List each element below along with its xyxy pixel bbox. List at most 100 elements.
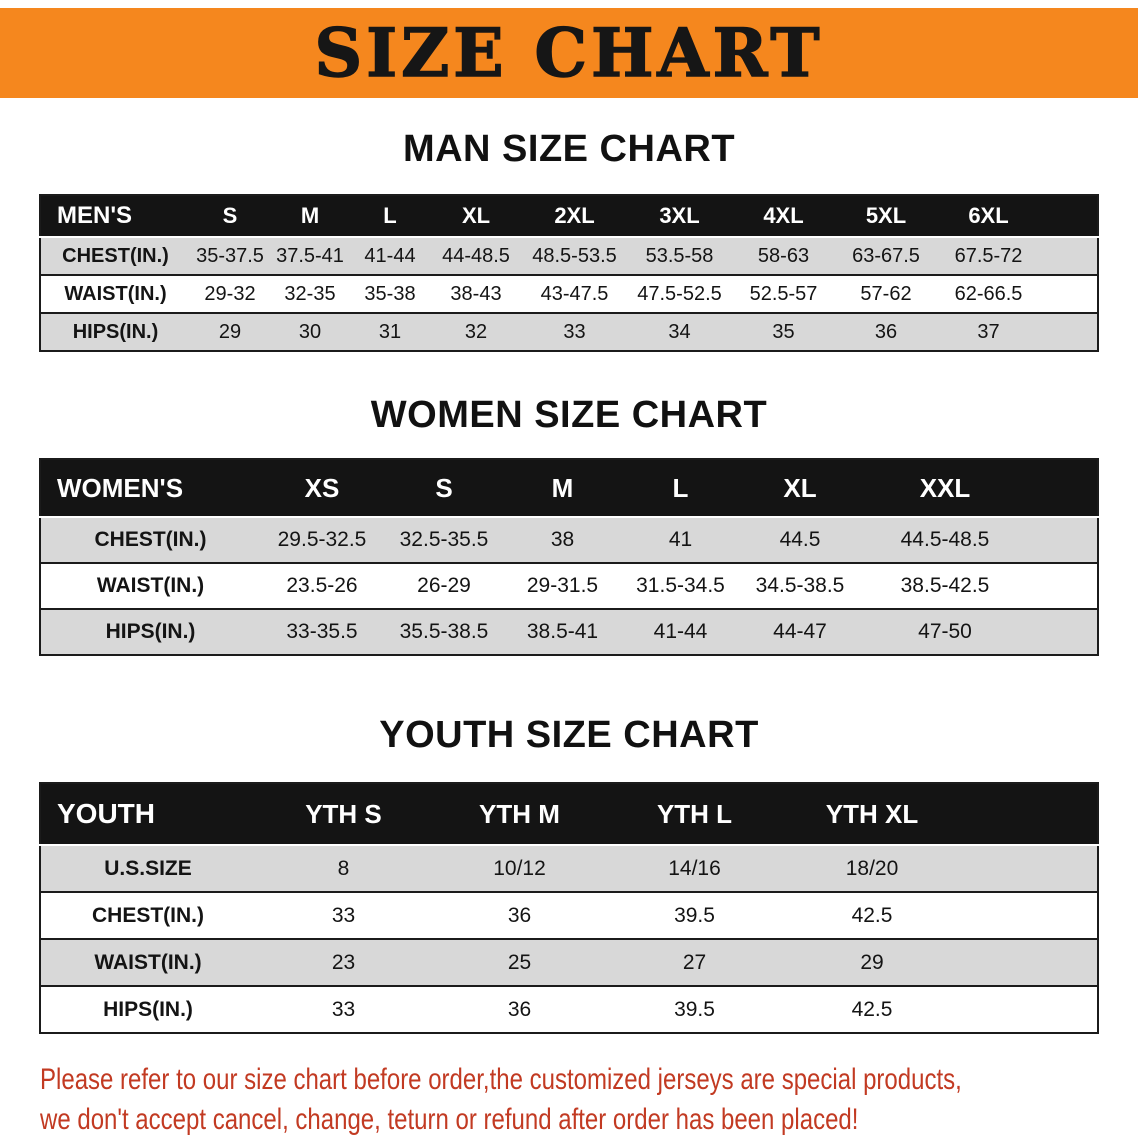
women-header-row: WOMEN'S XS S M L XL XXL	[40, 459, 1098, 518]
youth-size-col: YTH M	[432, 783, 607, 846]
men-cell: 52.5-57	[732, 274, 835, 313]
women-size-table: WOMEN'S XS S M L XL XXL CHEST(IN.) 29.5-…	[39, 458, 1099, 656]
row-label: WAIST(IN.)	[40, 938, 255, 986]
youth-size-col: YTH XL	[782, 783, 962, 846]
youth-cell: 23	[255, 938, 432, 986]
men-size-col: M	[270, 195, 350, 238]
youth-cell: 8	[255, 844, 432, 892]
spacer-cell	[1030, 608, 1098, 655]
women-cell: 47-50	[860, 608, 1030, 655]
spacer-cell	[962, 985, 1098, 1033]
row-label: HIPS(IN.)	[40, 985, 255, 1033]
men-cell: 57-62	[835, 274, 937, 313]
youth-cell: 14/16	[607, 844, 782, 892]
women-cell: 38	[504, 516, 621, 563]
men-size-col: S	[190, 195, 270, 238]
men-cell: 47.5-52.5	[627, 274, 732, 313]
spacer-cell	[1030, 459, 1098, 518]
men-size-col: 6XL	[937, 195, 1040, 238]
women-cell: 33-35.5	[260, 608, 384, 655]
youth-cell: 36	[432, 985, 607, 1033]
row-label: HIPS(IN.)	[40, 608, 260, 655]
men-cell: 32-35	[270, 274, 350, 313]
youth-cell: 18/20	[782, 844, 962, 892]
women-cell: 34.5-38.5	[740, 562, 860, 609]
row-label: CHEST(IN.)	[40, 516, 260, 563]
youth-table-title: YOUTH	[40, 783, 255, 846]
footer-line-2: we don't accept cancel, change, teturn o…	[40, 1103, 859, 1136]
men-cell: 67.5-72	[937, 236, 1040, 275]
women-cell: 38.5-42.5	[860, 562, 1030, 609]
men-size-col: 4XL	[732, 195, 835, 238]
men-cell: 29	[190, 312, 270, 351]
youth-cell: 42.5	[782, 891, 962, 939]
page-title: SIZE CHART	[314, 13, 824, 93]
men-waist-row: WAIST(IN.) 29-32 32-35 35-38 38-43 43-47…	[40, 274, 1098, 313]
men-cell: 53.5-58	[627, 236, 732, 275]
row-label: U.S.SIZE	[40, 844, 255, 892]
men-cell: 35	[732, 312, 835, 351]
youth-cell: 29	[782, 938, 962, 986]
women-size-col: M	[504, 459, 621, 518]
women-cell: 32.5-35.5	[384, 516, 504, 563]
women-cell: 29.5-32.5	[260, 516, 384, 563]
women-cell: 29-31.5	[504, 562, 621, 609]
youth-cell: 10/12	[432, 844, 607, 892]
men-size-col: 3XL	[627, 195, 732, 238]
women-cell: 31.5-34.5	[621, 562, 740, 609]
youth-cell: 36	[432, 891, 607, 939]
men-cell: 43-47.5	[522, 274, 627, 313]
youth-section-heading: YOUTH SIZE CHART	[379, 714, 759, 756]
men-cell: 32	[430, 312, 522, 351]
men-chest-row: CHEST(IN.) 35-37.5 37.5-41 41-44 44-48.5…	[40, 236, 1098, 275]
women-cell: 41-44	[621, 608, 740, 655]
women-size-col: L	[621, 459, 740, 518]
footer-line-1: Please refer to our size chart before or…	[40, 1063, 962, 1096]
banner: SIZE CHART	[0, 8, 1138, 98]
spacer-cell	[962, 844, 1098, 892]
women-cell: 38.5-41	[504, 608, 621, 655]
women-cell: 26-29	[384, 562, 504, 609]
men-size-table: MEN'S S M L XL 2XL 3XL 4XL 5XL 6XL CHEST…	[39, 194, 1099, 352]
spacer-cell	[962, 891, 1098, 939]
spacer-cell	[1040, 236, 1098, 275]
spacer-cell	[1040, 312, 1098, 351]
men-section-heading: MAN SIZE CHART	[402, 128, 736, 170]
men-cell: 34	[627, 312, 732, 351]
row-label: WAIST(IN.)	[40, 274, 190, 313]
spacer-cell	[1030, 562, 1098, 609]
youth-waist-row: WAIST(IN.) 23 25 27 29	[40, 938, 1098, 986]
youth-cell: 42.5	[782, 985, 962, 1033]
spacer-cell	[1040, 195, 1098, 238]
spacer-cell	[1040, 274, 1098, 313]
men-cell: 35-37.5	[190, 236, 270, 275]
men-cell: 41-44	[350, 236, 430, 275]
women-cell: 44.5	[740, 516, 860, 563]
men-cell: 37.5-41	[270, 236, 350, 275]
women-section-heading: WOMEN SIZE CHART	[370, 394, 768, 436]
women-size-col: XS	[260, 459, 384, 518]
youth-size-col: YTH S	[255, 783, 432, 846]
row-label: HIPS(IN.)	[40, 312, 190, 351]
women-size-col: S	[384, 459, 504, 518]
women-table-title: WOMEN'S	[40, 459, 260, 518]
women-cell: 44.5-48.5	[860, 516, 1030, 563]
women-chest-row: CHEST(IN.) 29.5-32.5 32.5-35.5 38 41 44.…	[40, 516, 1098, 563]
youth-header-row: YOUTH YTH S YTH M YTH L YTH XL	[40, 783, 1098, 846]
youth-cell: 33	[255, 891, 432, 939]
women-size-col: XL	[740, 459, 860, 518]
youth-size-col: YTH L	[607, 783, 782, 846]
spacer-cell	[1030, 516, 1098, 563]
men-cell: 37	[937, 312, 1040, 351]
men-size-col: 2XL	[522, 195, 627, 238]
youth-cell: 25	[432, 938, 607, 986]
men-cell: 38-43	[430, 274, 522, 313]
youth-cell: 39.5	[607, 985, 782, 1033]
men-cell: 35-38	[350, 274, 430, 313]
women-cell: 35.5-38.5	[384, 608, 504, 655]
men-table-title: MEN'S	[40, 195, 190, 238]
women-waist-row: WAIST(IN.) 23.5-26 26-29 29-31.5 31.5-34…	[40, 562, 1098, 609]
row-label: CHEST(IN.)	[40, 891, 255, 939]
youth-cell: 27	[607, 938, 782, 986]
women-hips-row: HIPS(IN.) 33-35.5 35.5-38.5 38.5-41 41-4…	[40, 608, 1098, 655]
